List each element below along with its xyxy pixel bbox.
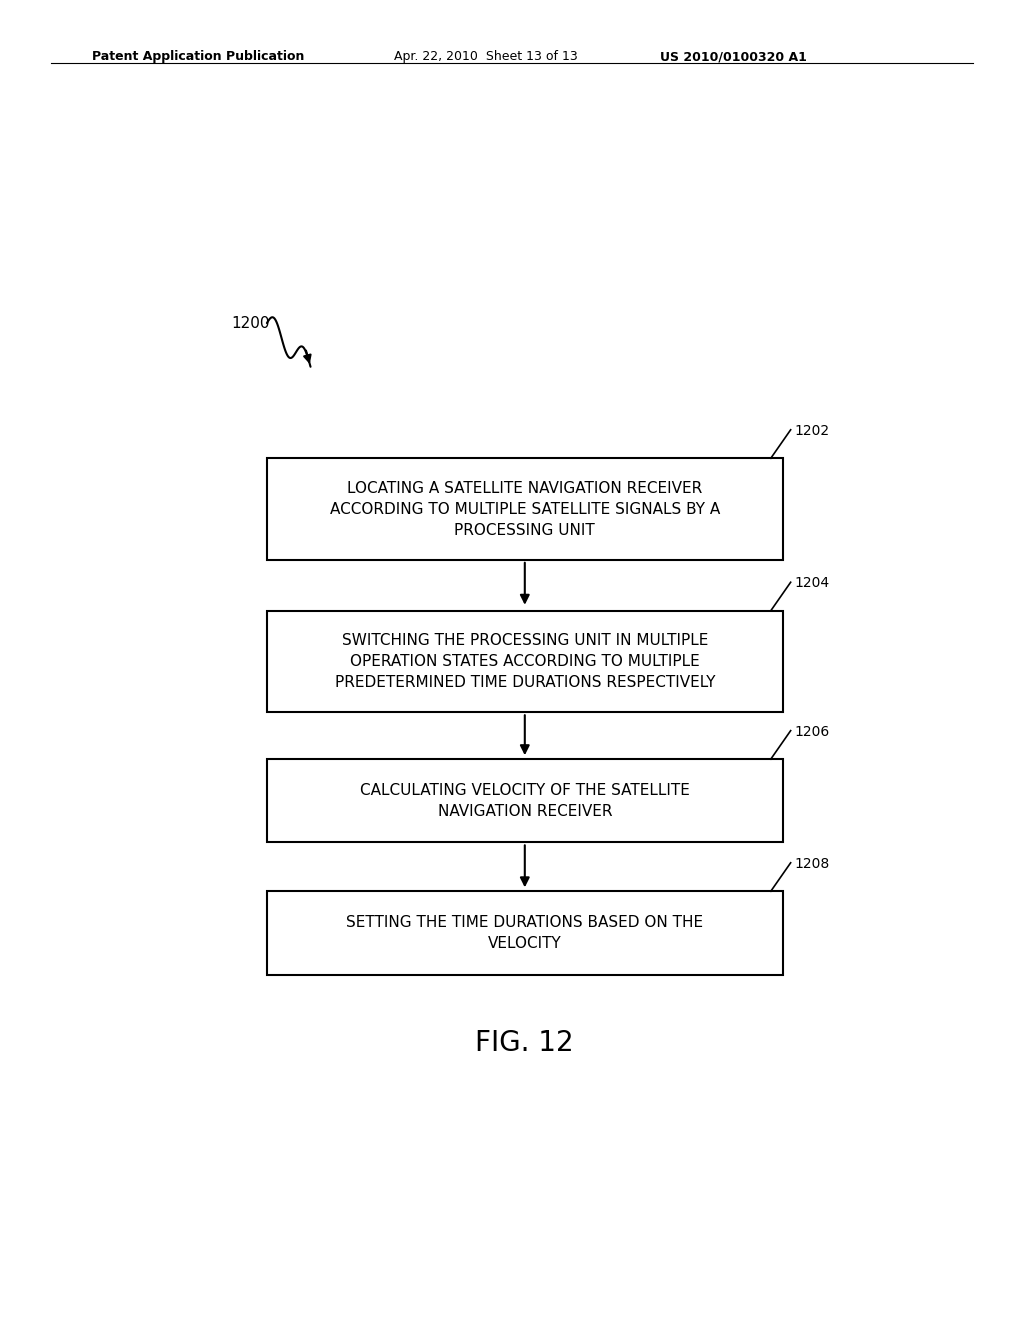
FancyBboxPatch shape <box>267 458 782 560</box>
FancyBboxPatch shape <box>267 891 782 974</box>
Text: US 2010/0100320 A1: US 2010/0100320 A1 <box>660 50 807 63</box>
Text: SWITCHING THE PROCESSING UNIT IN MULTIPLE
OPERATION STATES ACCORDING TO MULTIPLE: SWITCHING THE PROCESSING UNIT IN MULTIPL… <box>335 634 715 690</box>
FancyBboxPatch shape <box>267 611 782 713</box>
Text: CALCULATING VELOCITY OF THE SATELLITE
NAVIGATION RECEIVER: CALCULATING VELOCITY OF THE SATELLITE NA… <box>359 783 690 818</box>
Text: LOCATING A SATELLITE NAVIGATION RECEIVER
ACCORDING TO MULTIPLE SATELLITE SIGNALS: LOCATING A SATELLITE NAVIGATION RECEIVER… <box>330 480 720 537</box>
Text: 1206: 1206 <box>795 725 829 739</box>
Text: 1200: 1200 <box>231 315 269 331</box>
Text: Patent Application Publication: Patent Application Publication <box>92 50 304 63</box>
Text: Apr. 22, 2010  Sheet 13 of 13: Apr. 22, 2010 Sheet 13 of 13 <box>394 50 578 63</box>
FancyBboxPatch shape <box>267 759 782 842</box>
Text: 1202: 1202 <box>795 424 829 438</box>
Text: FIG. 12: FIG. 12 <box>475 1028 574 1057</box>
Text: SETTING THE TIME DURATIONS BASED ON THE
VELOCITY: SETTING THE TIME DURATIONS BASED ON THE … <box>346 915 703 950</box>
Text: 1208: 1208 <box>795 857 829 871</box>
Text: 1204: 1204 <box>795 577 829 590</box>
